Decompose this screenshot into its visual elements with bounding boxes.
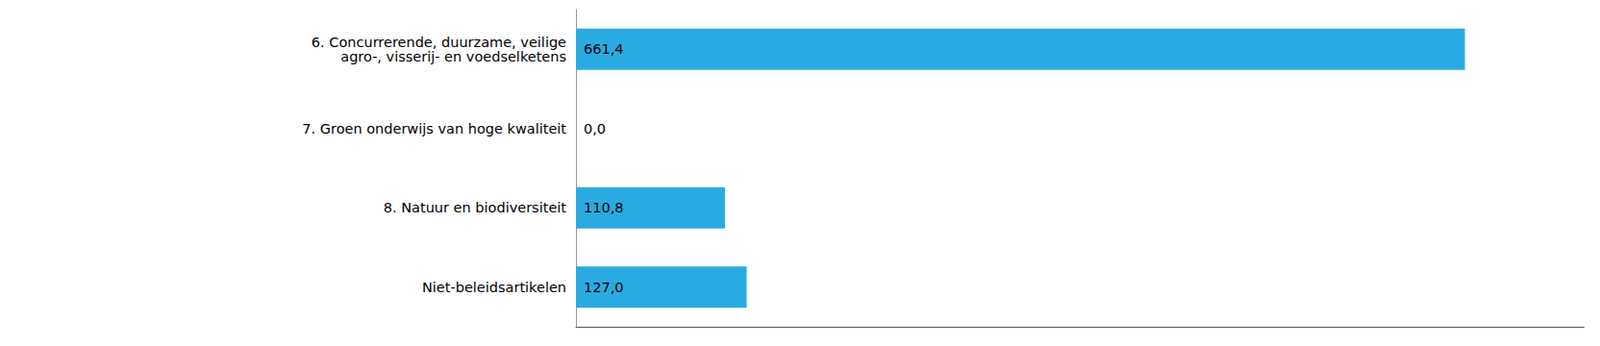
svg-text:8. Natuur en biodiversiteit: 8. Natuur en biodiversiteit xyxy=(383,200,568,216)
svg-text:Niet-beleidsartikelen: Niet-beleidsartikelen xyxy=(422,279,567,296)
svg-text:0,0: 0,0 xyxy=(583,121,606,137)
svg-text:110,8: 110,8 xyxy=(583,200,625,216)
svg-text:agro-, visserij- en voedselket: agro-, visserij- en voedselketens xyxy=(318,49,567,65)
svg-text:6. Concurrerende, duurzame, ve: 6. Concurrerende, duurzame, veilige xyxy=(311,34,567,50)
svg-text:661,4: 661,4 xyxy=(583,41,625,57)
svg-text:127,0: 127,0 xyxy=(583,279,625,296)
svg-text:7. Groen onderwijs van hoge kw: 7. Groen onderwijs van hoge kwaliteit xyxy=(301,121,567,137)
